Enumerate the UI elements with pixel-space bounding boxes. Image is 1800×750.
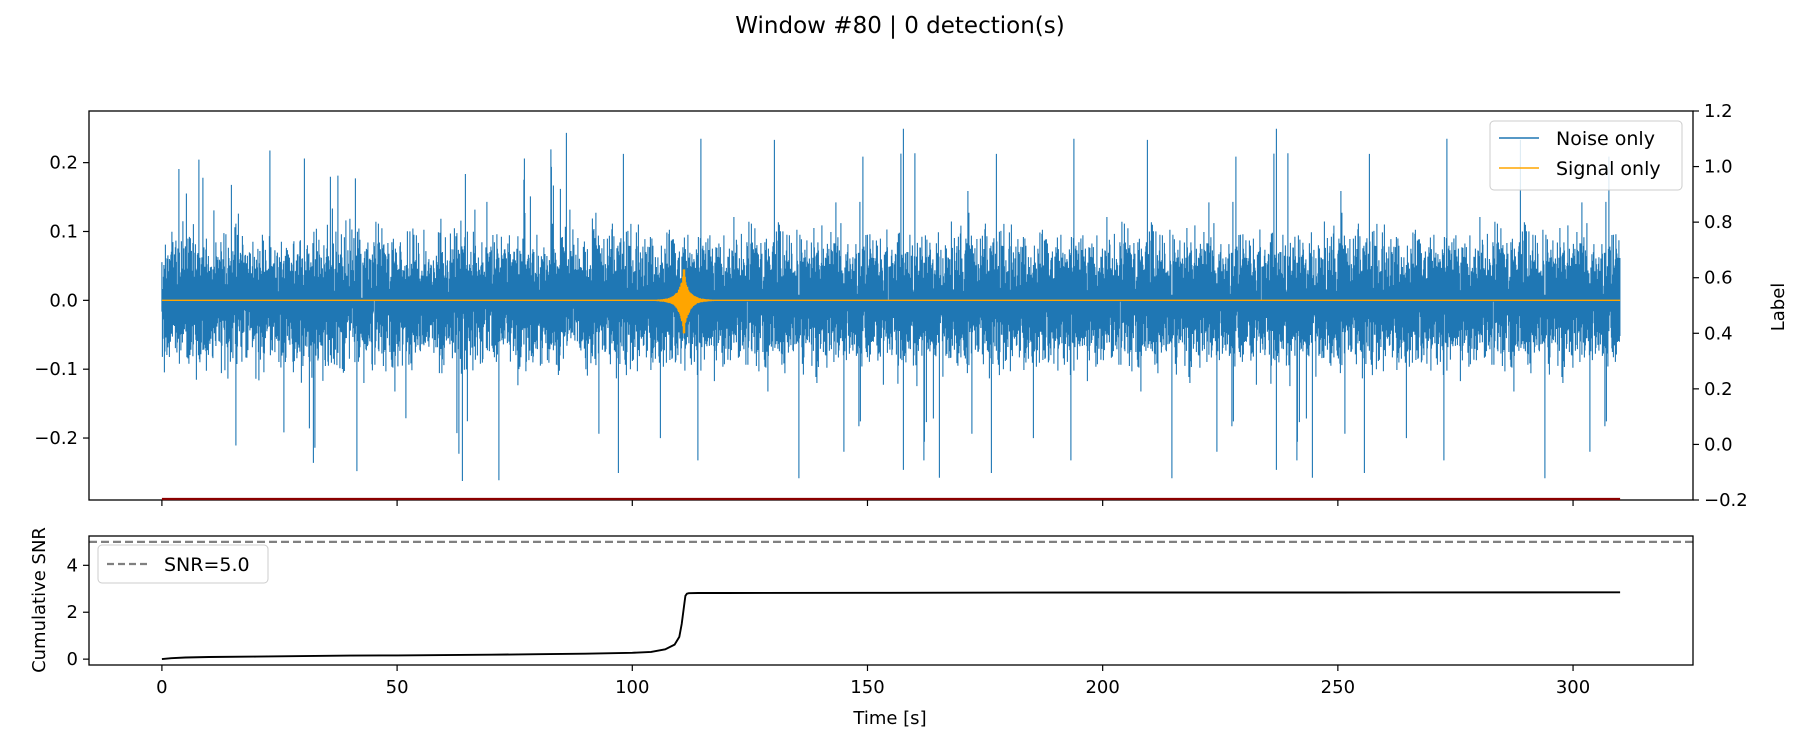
snr-panel: 0 2 4 0 50 100 150 200 250 300 Cumulative SNR Ti… — [29, 527, 1694, 729]
snr-y-axis-label: Cumulative SNR — [29, 527, 50, 673]
right-axis-label: Label — [1768, 283, 1789, 332]
legend-threshold-label: SNR=5.0 — [164, 554, 250, 576]
waveform-right-y-axis: −0.2 0.0 0.2 0.4 0.6 0.8 1.0 1.2 — [1693, 101, 1748, 511]
waveform-x-ticks — [161, 500, 1574, 506]
snr-legend: SNR=5.0 — [97, 544, 269, 584]
snr-y-tick-label: 2 — [67, 602, 78, 623]
right-y-tick-label: −0.2 — [1704, 490, 1748, 511]
waveform-panel: −0.2 −0.1 0.0 0.1 0.2 −0.2 0.0 0.2 0.4 0.6 0.8 1.0… — [34, 101, 1789, 511]
right-y-tick-label: 0.4 — [1704, 323, 1733, 344]
waveform-plot-area — [161, 128, 1621, 481]
snr-y-axis: 0 2 4 — [67, 555, 89, 670]
snr-axes-frame — [88, 535, 1694, 666]
x-tick-label: 150 — [850, 677, 884, 698]
figure-title: Window #80 | 0 detection(s) — [735, 13, 1064, 39]
x-tick-label: 200 — [1085, 677, 1119, 698]
snr-y-tick-label: 4 — [67, 555, 78, 576]
x-tick-label: 50 — [386, 677, 409, 698]
right-y-tick-label: 0.8 — [1704, 212, 1733, 233]
right-y-tick-label: 1.2 — [1704, 101, 1733, 122]
signal-only-series — [161, 269, 1621, 334]
right-y-tick-label: 1.0 — [1704, 157, 1733, 178]
x-tick-label: 300 — [1556, 677, 1590, 698]
x-axis-label: Time [s] — [852, 708, 926, 729]
snr-plot-area — [89, 540, 1693, 661]
legend-noise-label: Noise only — [1556, 128, 1655, 150]
right-y-tick-label: 0.6 — [1704, 268, 1733, 289]
left-y-tick-label: 0.0 — [49, 290, 78, 311]
left-y-tick-label: −0.1 — [34, 359, 78, 380]
left-y-tick-label: 0.2 — [49, 153, 78, 174]
x-tick-label: 0 — [156, 677, 167, 698]
x-tick-label: 250 — [1321, 677, 1355, 698]
waveform-left-y-axis: −0.2 −0.1 0.0 0.1 0.2 — [34, 153, 89, 449]
right-y-tick-label: 0.2 — [1704, 379, 1733, 400]
left-y-tick-label: −0.2 — [34, 428, 78, 449]
right-y-tick-label: 0.0 — [1704, 434, 1733, 455]
left-y-tick-label: 0.1 — [49, 221, 78, 242]
snr-x-axis: 0 50 100 150 200 250 300 — [156, 665, 1590, 698]
waveform-legend: Noise only Signal only — [1489, 120, 1683, 191]
noise-only-series — [161, 128, 1621, 481]
snr-y-tick-label: 0 — [67, 649, 78, 670]
x-tick-label: 100 — [615, 677, 649, 698]
legend-signal-label: Signal only — [1556, 158, 1661, 180]
cumulative-snr-series — [161, 591, 1621, 661]
